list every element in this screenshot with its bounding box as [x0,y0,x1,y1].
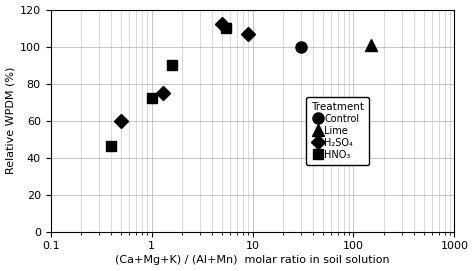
H₂SO₄ [118,119,124,122]
X-axis label: (Ca+Mg+K) / (Al+Mn)  molar ratio in soil solution: (Ca+Mg+K) / (Al+Mn) molar ratio in soil … [115,256,390,265]
Line: H₂SO₄: H₂SO₄ [116,20,253,125]
HNO₃ [169,63,175,67]
H₂SO₄ [219,23,225,26]
H₂SO₄ [160,91,166,94]
HNO₃ [109,145,114,148]
Y-axis label: Relative WPDM (%): Relative WPDM (%) [6,67,16,174]
HNO₃ [223,27,229,30]
Line: HNO₃: HNO₃ [107,23,231,151]
H₂SO₄ [245,32,251,35]
HNO₃ [149,97,155,100]
Legend: Control, Lime, H₂SO₄, HNO₃: Control, Lime, H₂SO₄, HNO₃ [306,97,369,164]
